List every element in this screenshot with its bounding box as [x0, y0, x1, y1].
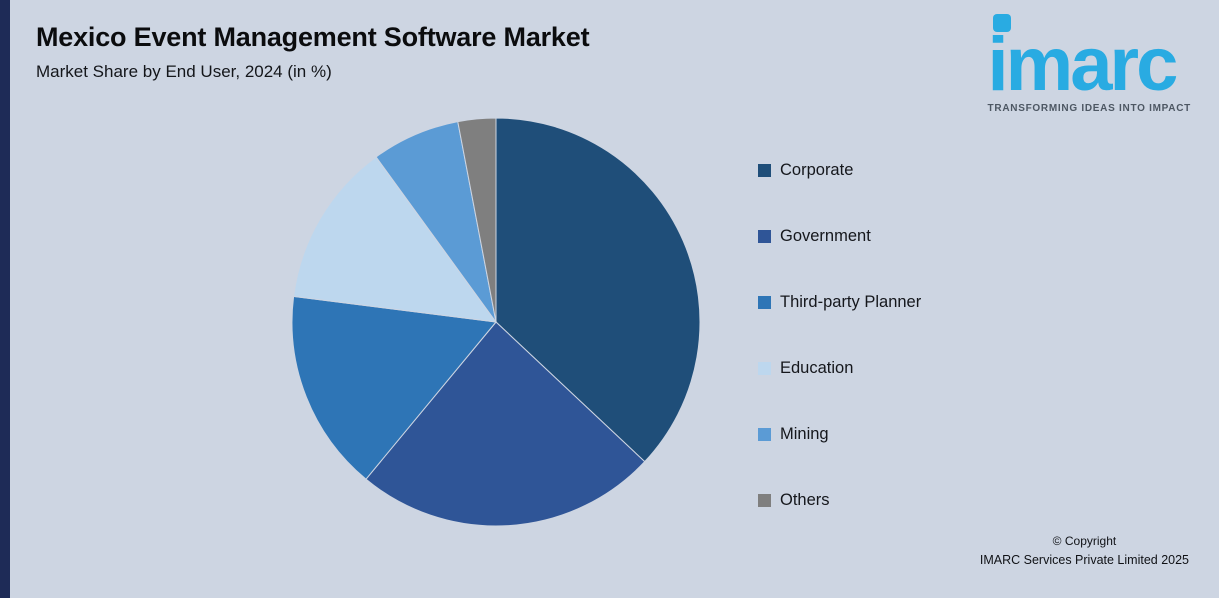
- legend-swatch-others: [758, 493, 771, 507]
- legend-item-mining: Mining: [758, 424, 921, 444]
- pie-slice-government: [365, 321, 646, 527]
- legend-label-government: Government: [780, 226, 871, 245]
- legend-swatch-government: [758, 229, 771, 243]
- chart-title: Mexico Event Management Software Market: [36, 22, 590, 52]
- legend-item-education: Education: [758, 358, 921, 378]
- chart-header: Mexico Event Management Software Market …: [36, 22, 590, 82]
- legend-item-corporate: Corporate: [758, 160, 921, 180]
- imarc-logo-wordmark: imarc: [987, 22, 1179, 107]
- legend-label-corporate: Corporate: [780, 160, 854, 179]
- chart-subtitle: Market Share by End User, 2024 (in %): [36, 62, 332, 81]
- pie-slice-corporate: [495, 117, 701, 463]
- legend-label-mining: Mining: [780, 424, 829, 443]
- pie-slice-others: [457, 117, 497, 323]
- legend-swatch-education: [758, 361, 771, 375]
- imarc-logo-tagline: TRANSFORMING IDEAS INTO IMPACT: [987, 103, 1191, 115]
- copyright-notice: © Copyright IMARC Services Private Limit…: [980, 534, 1189, 567]
- pie-chart: [286, 112, 706, 532]
- legend-swatch-third-party-planner: [758, 295, 771, 309]
- legend-item-third-party-planner: Third-party Planner: [758, 292, 921, 312]
- legend-label-others: Others: [780, 490, 830, 509]
- left-accent-bar: [0, 0, 10, 598]
- legend-label-education: Education: [780, 358, 854, 377]
- imarc-logo-dot-icon: [992, 14, 1011, 32]
- pie-chart-svg: [291, 117, 701, 527]
- copyright-line1: © Copyright: [1052, 534, 1117, 548]
- imarc-logo: imarc TRANSFORMING IDEAS INTO IMPACT: [988, 14, 1191, 114]
- legend-item-others: Others: [758, 490, 921, 510]
- pie-slice-education: [293, 156, 498, 323]
- legend-swatch-mining: [758, 427, 771, 441]
- copyright-line2: IMARC Services Private Limited 2025: [979, 553, 1189, 567]
- legend-item-government: Government: [758, 226, 921, 246]
- chart-legend: Corporate Government Third-party Planner…: [758, 160, 921, 556]
- pie-slice-third-party-planner: [291, 295, 497, 480]
- legend-label-third-party-planner: Third-party Planner: [780, 292, 922, 311]
- legend-swatch-corporate: [758, 163, 771, 177]
